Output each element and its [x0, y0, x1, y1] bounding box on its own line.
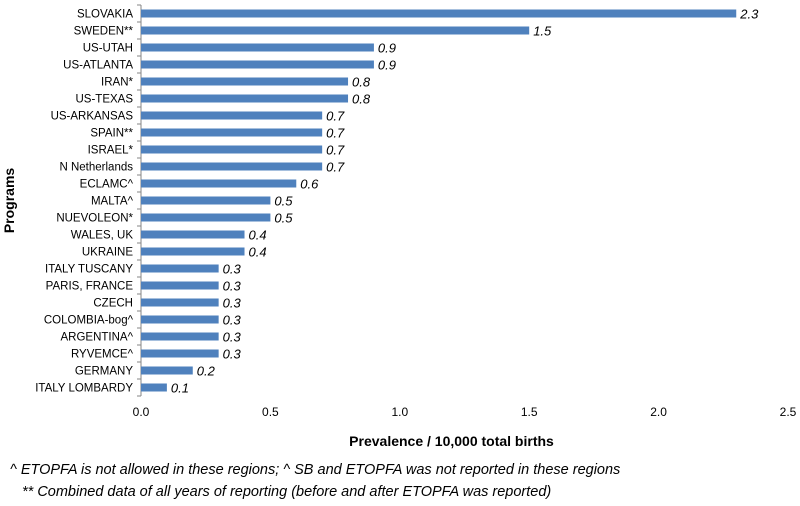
category-label: MALTA^ [91, 196, 134, 208]
category-label: UKRAINE [82, 247, 133, 259]
bar [141, 247, 245, 256]
category-label: ECLAMC^ [80, 179, 134, 191]
category-label: US-ATLANTA [63, 60, 133, 72]
bar [141, 366, 193, 375]
bar [141, 349, 219, 358]
data-label: 0.3 [223, 262, 242, 277]
data-label: 0.2 [197, 364, 216, 379]
bar [141, 213, 271, 222]
category-label: US-ARKANSAS [51, 111, 134, 123]
x-tick-label: 1.5 [521, 405, 538, 419]
category-label: ITALY LOMBARDY [35, 383, 133, 395]
category-label: NUEVOLEON* [56, 213, 133, 225]
category-label: SWEDEN** [74, 26, 134, 38]
data-label: 1.5 [533, 24, 552, 39]
x-tick-label: 2.5 [780, 405, 797, 419]
data-label: 0.5 [274, 194, 293, 209]
bar [141, 298, 219, 307]
data-label: 0.7 [326, 143, 345, 158]
x-tick-label: 2.0 [650, 405, 667, 419]
category-label: SLOVAKIA [77, 9, 133, 21]
category-label: COLOMBIA-bog^ [44, 315, 134, 327]
bar [141, 383, 167, 392]
data-label: 0.7 [326, 160, 345, 175]
bar-chart: SLOVAKIA 2.3 SWEDEN** 1.5 US-UTAH 0.9 US-ATLAN… [1, 4, 797, 449]
bar [141, 196, 271, 205]
data-label: 0.3 [223, 296, 242, 311]
y-axis-title: Programs [1, 168, 17, 234]
bar [141, 26, 530, 35]
bar [141, 60, 374, 69]
bar [141, 111, 323, 120]
data-label: 0.9 [378, 41, 396, 56]
footnote-etopfa: ^ ETOPFA is not allowed in these regions… [10, 462, 621, 478]
data-label: 0.7 [326, 109, 345, 124]
x-tick-label: 1.0 [391, 405, 408, 419]
bar [141, 230, 245, 239]
x-tick-label: 0.5 [262, 405, 279, 419]
bar [141, 281, 219, 290]
category-label: WALES, UK [71, 230, 134, 242]
data-label: 0.5 [274, 211, 293, 226]
footnote-combined-data: ** Combined data of all years of reporti… [22, 484, 552, 500]
data-label: 0.8 [352, 75, 371, 90]
category-label: IRAN* [101, 77, 133, 89]
category-label: CZECH [93, 298, 133, 310]
data-label: 0.7 [326, 126, 345, 141]
category-label: ARGENTINA^ [61, 332, 134, 344]
data-label: 0.8 [352, 92, 371, 107]
data-label: 0.3 [223, 279, 242, 294]
bar [141, 162, 323, 171]
bar [141, 77, 349, 86]
bar [141, 264, 219, 273]
bar [141, 94, 349, 103]
data-label: 0.4 [249, 228, 267, 243]
x-tick-label: 0.0 [133, 405, 150, 419]
bar [141, 43, 374, 52]
category-label: RYVEMCE^ [71, 349, 134, 361]
x-axis-title: Prevalence / 10,000 total births [349, 433, 554, 449]
data-label: 0.1 [171, 381, 189, 396]
bar [141, 128, 323, 137]
data-label: 0.3 [223, 330, 242, 345]
data-label: 0.3 [223, 313, 242, 328]
category-label: N Netherlands [59, 162, 133, 174]
bar [141, 315, 219, 324]
data-label: 2.3 [739, 7, 759, 22]
data-label: 0.3 [223, 347, 242, 362]
data-label: 0.9 [378, 58, 396, 73]
category-label: GERMANY [75, 366, 133, 378]
category-label: PARIS, FRANCE [46, 281, 134, 293]
category-label: ITALY TUSCANY [45, 264, 133, 276]
data-label: 0.4 [249, 245, 267, 260]
bar [141, 179, 297, 188]
bar [141, 9, 737, 18]
category-label: US-UTAH [83, 43, 133, 55]
category-label: US-TEXAS [75, 94, 133, 106]
category-label: ISRAEL* [88, 145, 134, 157]
bar [141, 332, 219, 341]
data-label: 0.6 [300, 177, 319, 192]
bar [141, 145, 323, 154]
category-label: SPAIN** [90, 128, 133, 140]
